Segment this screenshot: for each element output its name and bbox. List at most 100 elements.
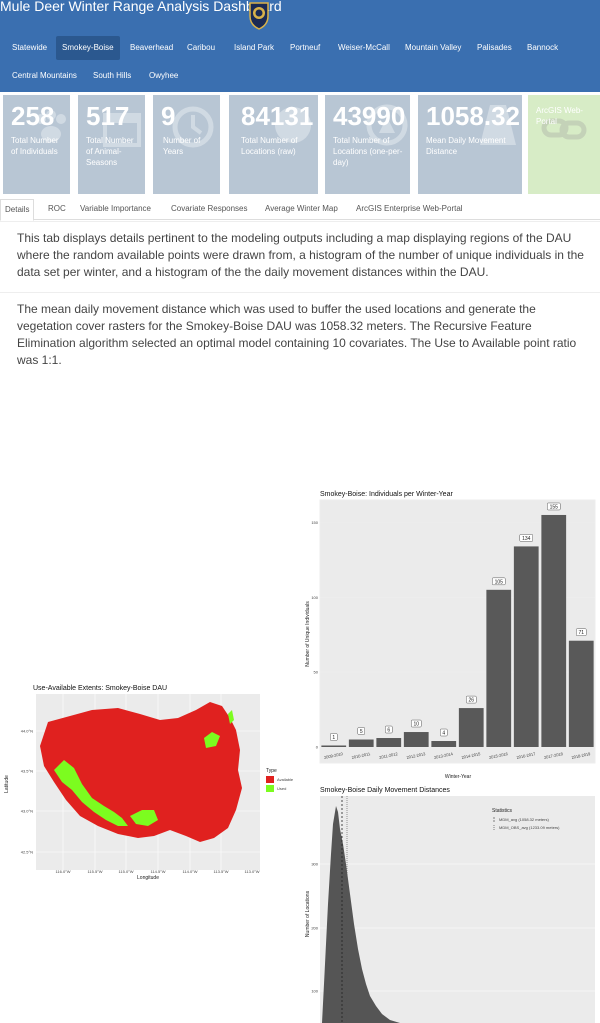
bar-label-box xyxy=(519,534,533,542)
x-tick-label: 2011-2012 xyxy=(379,751,399,760)
tile-animal-seasons: 517 Total Number of Animal-Seasons xyxy=(78,95,145,194)
map-legend-label: Used xyxy=(277,786,286,791)
details-section: The mean daily movement distance which w… xyxy=(0,292,600,367)
tile-value: 517 xyxy=(86,101,130,131)
nav-item-statewide[interactable]: Statewide xyxy=(12,43,48,52)
map-x-tick-label: 114.0°W xyxy=(182,869,197,874)
bar xyxy=(458,708,484,747)
individuals-bar-chart: Smokey-Boise: Individuals per Winter-Yea… xyxy=(305,491,596,780)
logo-icon xyxy=(249,2,269,30)
tab-average-winter-map[interactable]: Average Winter Map xyxy=(265,204,338,213)
bar xyxy=(348,739,374,747)
bar xyxy=(403,732,429,747)
bar-value-label: 26 xyxy=(468,698,474,704)
map-y-tick-label: 44.0°N xyxy=(21,729,33,734)
tile-label: Mean Daily Movement Distance xyxy=(426,136,506,156)
bar-value-label: 4 xyxy=(442,731,445,737)
y-tick-label: 0 xyxy=(316,745,319,750)
x-tick-label: 2010-2011 xyxy=(351,751,371,760)
bar-label-box xyxy=(357,727,365,735)
nav-item-bannock[interactable]: Bannock xyxy=(527,43,559,52)
nav-item-central-mountains[interactable]: Central Mountains xyxy=(12,71,77,80)
map-x-tick-label: 115.0°W xyxy=(118,869,133,874)
y-tick-label: 300 xyxy=(311,862,318,867)
x-tick-label: 2016-2017 xyxy=(516,751,537,760)
x-tick-label: 2017-2018 xyxy=(544,751,565,760)
chart-title: Smokey-Boise: Individuals per Winter-Yea… xyxy=(320,491,453,498)
tile-individuals: 258 Total Number of Individuals xyxy=(3,95,70,194)
movement-histogram: Smokey-Boise Daily Movement Distances 10… xyxy=(305,787,595,1023)
map-legend-title: Type xyxy=(266,768,277,774)
x-tick-label: 2018-2019 xyxy=(571,751,592,760)
tab-arcgis-web-portal[interactable]: ArcGIS Enterprise Web-Portal xyxy=(356,204,463,213)
bar-label-box xyxy=(492,577,506,586)
x-tick-label: 2015-2016 xyxy=(489,751,510,760)
map-y-tick-label: 42.5°N xyxy=(21,850,33,855)
tile-label: Total Number of Individuals xyxy=(11,136,59,156)
map-y-tick-label: 43.5°N xyxy=(21,769,33,774)
histogram-y-axis-label: Number of Locations xyxy=(305,890,311,937)
intro-section: This tab displays details pertinent to t… xyxy=(0,221,600,292)
summary-tiles: 258 Total Number of Individuals 517 Tota… xyxy=(0,92,600,196)
tab-covariate-responses[interactable]: Covariate Responses xyxy=(171,204,248,213)
tile-value: 1058.32 xyxy=(426,101,520,131)
tile-value: 258 xyxy=(11,101,55,131)
details-text: The mean daily movement distance which w… xyxy=(17,302,577,367)
y-tick-label: 100 xyxy=(311,989,318,994)
bar-label-box xyxy=(385,725,393,734)
y-tick-label: 50 xyxy=(314,670,319,675)
bar xyxy=(376,738,402,747)
map-legend-swatch xyxy=(266,785,274,792)
bar-value-label: 1 xyxy=(332,735,335,741)
use-available-map: Use-Available Extents: Smokey-Boise DAU … xyxy=(4,685,294,880)
nav-item-palisades[interactable]: Palisades xyxy=(477,43,512,52)
tab-details[interactable]: Details xyxy=(0,199,35,221)
bar xyxy=(486,589,512,747)
map-title: Use-Available Extents: Smokey-Boise DAU xyxy=(33,685,167,692)
bar-value-label: 105 xyxy=(495,579,504,585)
map-x-axis-label: Longitude xyxy=(137,875,159,880)
statistics-legend-label: MDM_OBS_avg (1233.09 meters) xyxy=(499,825,560,830)
nav-item-caribou[interactable]: Caribou xyxy=(187,43,216,52)
bar xyxy=(541,514,567,747)
map-legend-label: Available xyxy=(277,777,294,782)
nav-item-portneuf[interactable]: Portneuf xyxy=(290,43,321,52)
bar xyxy=(568,640,594,747)
header-bar: Mule Deer Winter Range Analysis Dashboar… xyxy=(0,0,600,92)
bar xyxy=(513,546,539,747)
x-axis-label: Winter-Year xyxy=(445,774,472,780)
histogram-title: Smokey-Boise Daily Movement Distances xyxy=(320,787,450,794)
y-tick-label: 150 xyxy=(311,520,318,525)
nav-item-island-park[interactable]: Island Park xyxy=(234,43,275,52)
bar-value-label: 71 xyxy=(578,630,584,636)
nav-item-beaverhead[interactable]: Beaverhead xyxy=(130,43,174,52)
intro-text: This tab displays details pertinent to t… xyxy=(17,231,584,279)
map-legend-swatch xyxy=(266,776,274,783)
tab-variable-importance[interactable]: Variable Importance xyxy=(80,204,151,213)
tab-bar: Details ROC Variable Importance Covariat… xyxy=(0,199,600,221)
map-x-tick-label: 114.5°W xyxy=(150,869,165,874)
nav-item-smokey-boise[interactable]: Smokey-Boise xyxy=(56,36,120,60)
bar-label-box xyxy=(440,728,448,737)
map-x-tick-label: 113.0°W xyxy=(244,869,259,874)
tile-value: 9 xyxy=(161,101,176,131)
paw-icon xyxy=(36,110,66,142)
nav-item-owyhee[interactable]: Owyhee xyxy=(149,71,179,80)
tile-arcgis-portal[interactable]: ArcGIS Web-Portal xyxy=(528,95,600,194)
bar-label-box xyxy=(547,502,561,511)
nav-item-south-hills[interactable]: South Hills xyxy=(93,71,132,80)
link-icon xyxy=(541,118,587,140)
tile-label: Total Number of Locations (one-per-day) xyxy=(333,136,403,167)
globe-icon xyxy=(275,107,311,143)
histogram-bars xyxy=(322,806,400,1023)
calendar-icon xyxy=(103,113,141,147)
bar-value-label: 6 xyxy=(387,728,390,734)
nav-item-weiser-mccall[interactable]: Weiser-McCall xyxy=(338,43,390,52)
tab-roc[interactable]: ROC xyxy=(48,204,66,213)
x-tick-label: 2014-2015 xyxy=(461,751,482,760)
road-icon xyxy=(480,105,516,145)
bar-label-box xyxy=(330,733,338,741)
nav-item-mountain-valley[interactable]: Mountain Valley xyxy=(405,43,462,52)
bar-value-label: 134 xyxy=(522,536,531,542)
bar-value-label: 10 xyxy=(413,722,419,728)
